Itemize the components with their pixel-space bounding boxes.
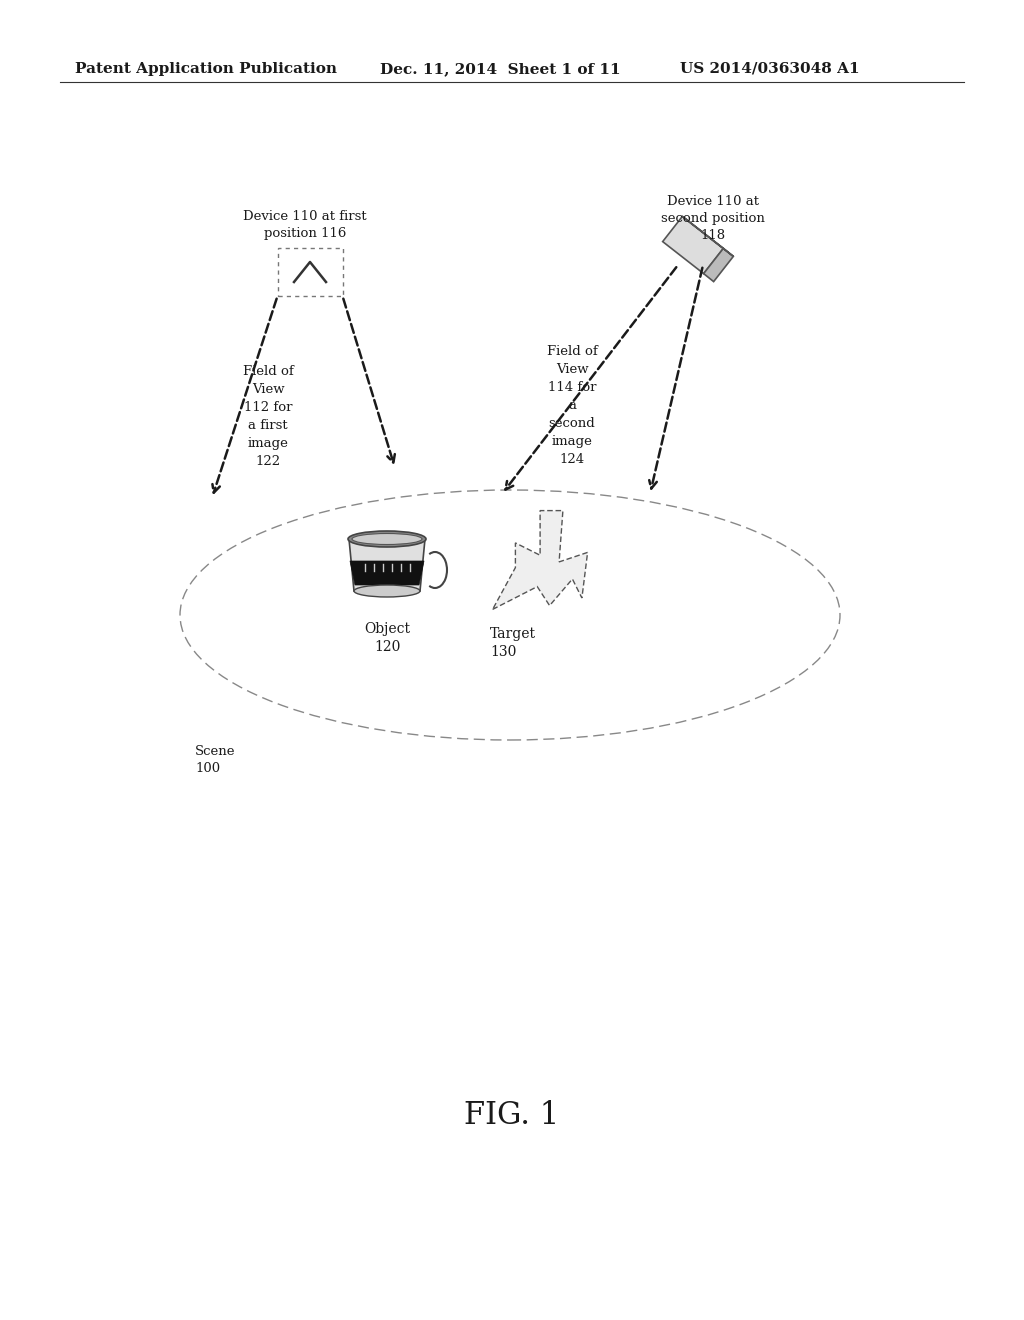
Polygon shape xyxy=(349,539,425,591)
Ellipse shape xyxy=(348,531,426,546)
Text: Dec. 11, 2014  Sheet 1 of 11: Dec. 11, 2014 Sheet 1 of 11 xyxy=(380,62,621,77)
Text: Field of
View
114 for
a
second
image
124: Field of View 114 for a second image 124 xyxy=(547,345,597,466)
Text: Device 110 at first
position 116: Device 110 at first position 116 xyxy=(243,210,367,240)
Bar xyxy=(278,248,342,296)
Polygon shape xyxy=(682,216,733,256)
Text: US 2014/0363048 A1: US 2014/0363048 A1 xyxy=(680,62,859,77)
Ellipse shape xyxy=(352,533,422,544)
Polygon shape xyxy=(663,216,723,273)
Text: FIG. 1: FIG. 1 xyxy=(464,1100,560,1131)
Text: Target
130: Target 130 xyxy=(490,627,536,660)
Polygon shape xyxy=(703,248,733,281)
Text: Scene
100: Scene 100 xyxy=(195,744,236,775)
Ellipse shape xyxy=(354,585,420,597)
Text: Object
120: Object 120 xyxy=(364,622,410,655)
Polygon shape xyxy=(493,511,588,610)
Text: Patent Application Publication: Patent Application Publication xyxy=(75,62,337,77)
Text: Field of
View
112 for
a first
image
122: Field of View 112 for a first image 122 xyxy=(243,366,293,469)
Polygon shape xyxy=(350,561,424,585)
Text: Device 110 at
second position
118: Device 110 at second position 118 xyxy=(662,195,765,242)
